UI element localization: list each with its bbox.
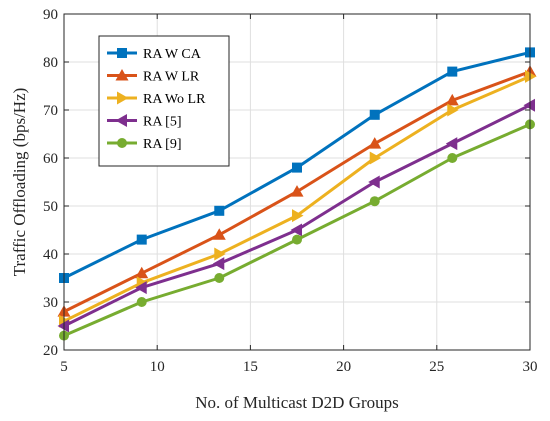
legend-label: RA Wo LR <box>143 92 206 107</box>
legend-marker <box>117 48 127 58</box>
x-tick-label: 20 <box>336 359 351 375</box>
series-5 <box>59 119 535 341</box>
data-point <box>447 66 458 77</box>
legend-item: RA [9] <box>107 137 182 152</box>
legend-marker <box>117 138 127 148</box>
data-point <box>369 109 380 120</box>
data-point <box>136 234 147 245</box>
data-point <box>292 209 304 223</box>
legend-item: RA W CA <box>107 47 202 62</box>
data-point <box>525 69 537 83</box>
data-point <box>447 153 458 163</box>
data-point <box>214 273 225 283</box>
x-tick-label: 30 <box>523 359 538 375</box>
y-tick-label: 70 <box>43 103 58 119</box>
y-tick-label: 80 <box>43 55 58 71</box>
y-tick-label: 50 <box>43 199 58 215</box>
data-point <box>290 185 304 197</box>
legend-marker <box>115 114 127 127</box>
x-tick-label: 5 <box>60 359 68 375</box>
data-point <box>212 228 226 240</box>
data-point <box>445 137 458 151</box>
legend-label: RA W CA <box>143 47 202 62</box>
legend-marker <box>117 91 129 105</box>
y-tick-label: 30 <box>43 295 58 311</box>
data-point <box>368 137 382 149</box>
data-point <box>135 266 149 279</box>
data-point <box>292 162 302 173</box>
legend-item: RA Wo LR <box>107 91 206 107</box>
legend-item: RA [5] <box>107 114 182 130</box>
legend-label: RA [5] <box>143 115 182 130</box>
x-tick-label: 15 <box>243 359 258 375</box>
data-point <box>136 297 147 307</box>
x-tick-label: 10 <box>150 359 165 375</box>
data-point <box>368 175 380 189</box>
data-point <box>369 196 380 207</box>
axis-ticks: 5 10 15 20 25 30 20 30 40 50 60 70 80 90 <box>43 7 538 375</box>
data-point <box>214 247 226 261</box>
data-point <box>292 234 302 245</box>
legend-item: RA W LR <box>107 69 200 85</box>
series-layer <box>57 47 537 341</box>
y-tick-label: 90 <box>43 7 58 23</box>
legend-label: RA [9] <box>143 137 182 152</box>
plot-frame <box>63 13 531 351</box>
legend-label: RA W LR <box>143 70 200 85</box>
x-tick-label: 25 <box>429 359 444 375</box>
data-point <box>523 98 535 112</box>
y-tick-label: 60 <box>43 151 58 167</box>
series-4 <box>57 98 535 333</box>
legend: RA W CA RA W LR RA Wo LR RA [5] RA [9] <box>98 35 230 167</box>
data-point <box>445 93 459 106</box>
data-point <box>214 205 225 216</box>
data-point <box>135 281 147 295</box>
legend-marker <box>115 69 129 81</box>
data-point <box>290 223 302 237</box>
data-point <box>369 151 382 165</box>
data-point <box>212 257 225 271</box>
y-tick-label: 20 <box>43 343 58 359</box>
y-tick-label: 40 <box>43 247 58 263</box>
x-axis-title: No. of Multicast D2D Groups <box>195 393 399 412</box>
y-axis-title: Traffic Offloading (bps/Hz) <box>10 88 29 277</box>
data-point <box>447 103 459 117</box>
data-point <box>57 319 69 333</box>
